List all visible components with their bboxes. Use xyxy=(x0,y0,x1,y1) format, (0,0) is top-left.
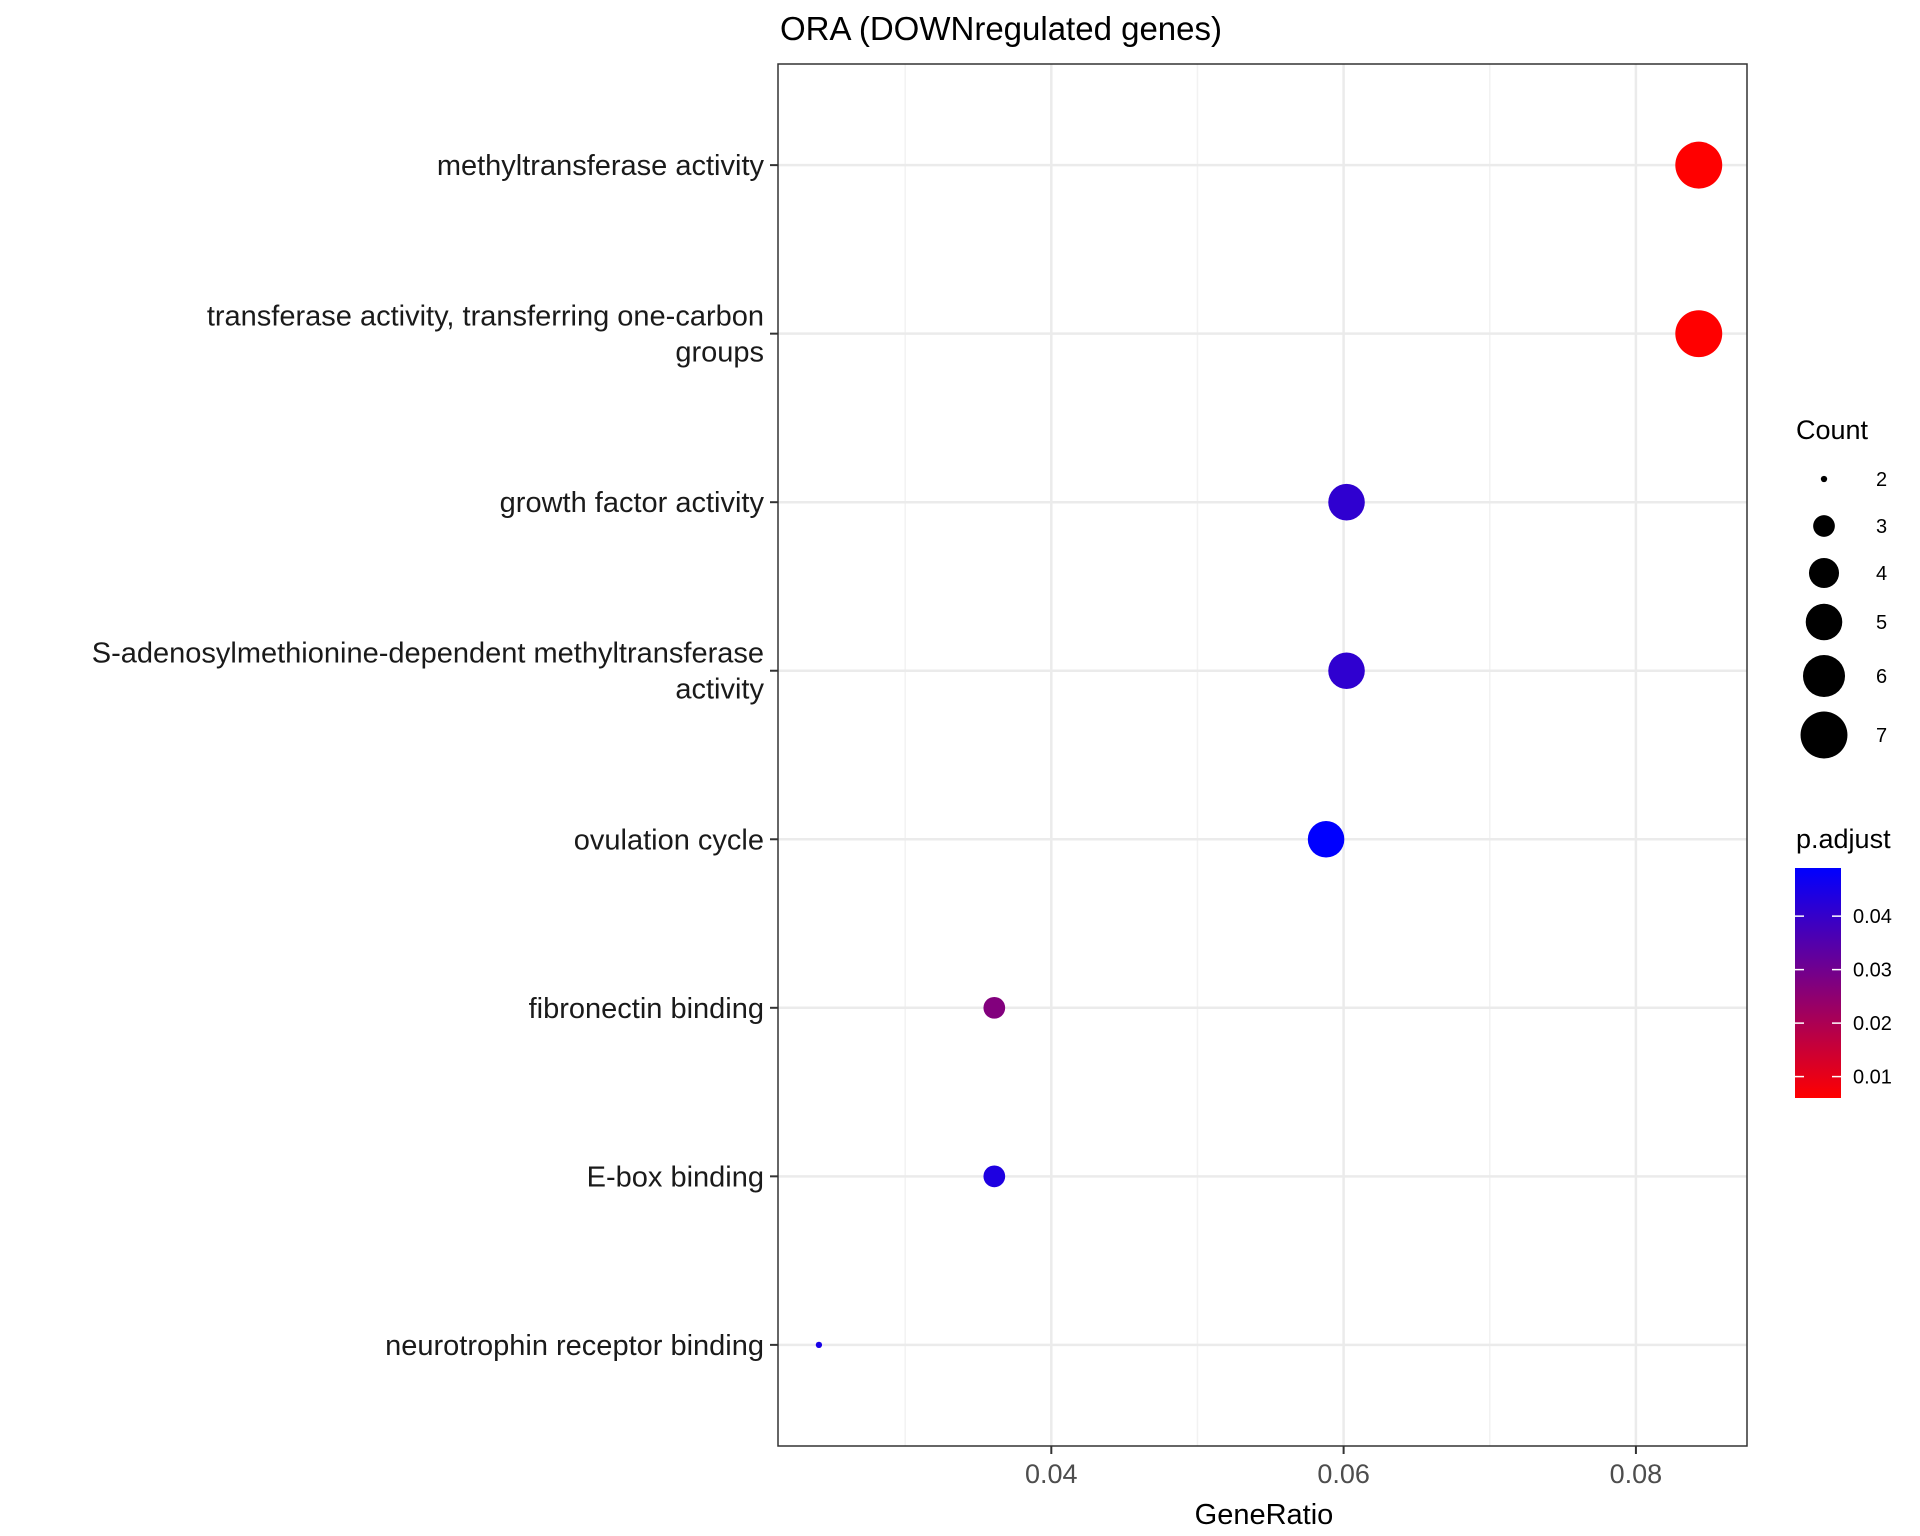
grid-lines xyxy=(778,64,1747,1446)
data-point xyxy=(1675,310,1723,358)
color-legend-label: 0.03 xyxy=(1853,960,1892,982)
size-legend-key xyxy=(1813,515,1835,537)
color-legend-label: 0.02 xyxy=(1853,1013,1892,1035)
x-tick-label: 0.08 xyxy=(1610,1459,1663,1489)
data-point xyxy=(1675,141,1723,189)
y-axis-label: ovulation cycle xyxy=(574,824,764,856)
color-legend-label: 0.04 xyxy=(1853,906,1892,928)
size-legend-title: Count xyxy=(1796,415,1869,445)
color-legend-title: p.adjust xyxy=(1796,824,1891,854)
size-legend: Count 2 3 4 5 6 7 xyxy=(1796,415,1887,759)
color-legend-label: 0.01 xyxy=(1853,1067,1892,1089)
x-tick-label: 0.04 xyxy=(1025,1459,1078,1489)
y-axis-label: neurotrophin receptor binding xyxy=(385,1330,764,1362)
size-legend-key xyxy=(1820,475,1828,483)
panel-background xyxy=(778,64,1747,1446)
data-point xyxy=(815,1341,823,1349)
size-legend-label: 6 xyxy=(1876,666,1887,688)
color-bar xyxy=(1795,868,1841,1098)
axis-ticks xyxy=(770,164,1637,1454)
size-legend-key xyxy=(1800,711,1848,759)
size-legend-key xyxy=(1808,557,1840,589)
data-point xyxy=(1328,483,1365,521)
size-legend-key xyxy=(1805,603,1843,641)
size-legend-key xyxy=(1802,654,1846,698)
size-legend-label: 7 xyxy=(1876,725,1887,747)
x-tick-label: 0.06 xyxy=(1317,1459,1370,1489)
data-points xyxy=(815,141,1723,1349)
y-axis-label: growth factor activity xyxy=(500,487,765,519)
panel-border xyxy=(777,63,1748,1447)
size-legend-label: 3 xyxy=(1876,516,1887,538)
y-axis-label: transferase activity, transferring one-c… xyxy=(207,301,764,369)
chart-title: ORA (DOWNregulated genes) xyxy=(780,10,1222,47)
color-legend: p.adjust 0.01 0.02 0.03 0.04 xyxy=(1795,824,1892,1098)
size-legend-label: 5 xyxy=(1876,612,1887,634)
size-legend-label: 2 xyxy=(1876,469,1887,491)
y-axis-label: S-adenosylmethionine-dependent methyltra… xyxy=(92,638,765,706)
data-point xyxy=(983,996,1006,1019)
x-axis-title: GeneRatio xyxy=(1195,1499,1334,1531)
panel-frame xyxy=(777,63,1748,1447)
data-point xyxy=(1328,652,1365,690)
x-axis-labels: 0.04 0.06 0.08 xyxy=(1025,1459,1662,1489)
y-axis-label: E-box binding xyxy=(587,1161,764,1193)
y-axis-label: fibronectin binding xyxy=(529,993,764,1025)
data-point xyxy=(983,1165,1006,1188)
y-axis-labels: methyltransferase activity transferase ac… xyxy=(92,150,765,1362)
size-legend-label: 4 xyxy=(1876,563,1887,585)
plot-panel xyxy=(778,64,1747,1446)
data-point xyxy=(1307,820,1345,858)
y-axis-label: methyltransferase activity xyxy=(437,150,765,182)
